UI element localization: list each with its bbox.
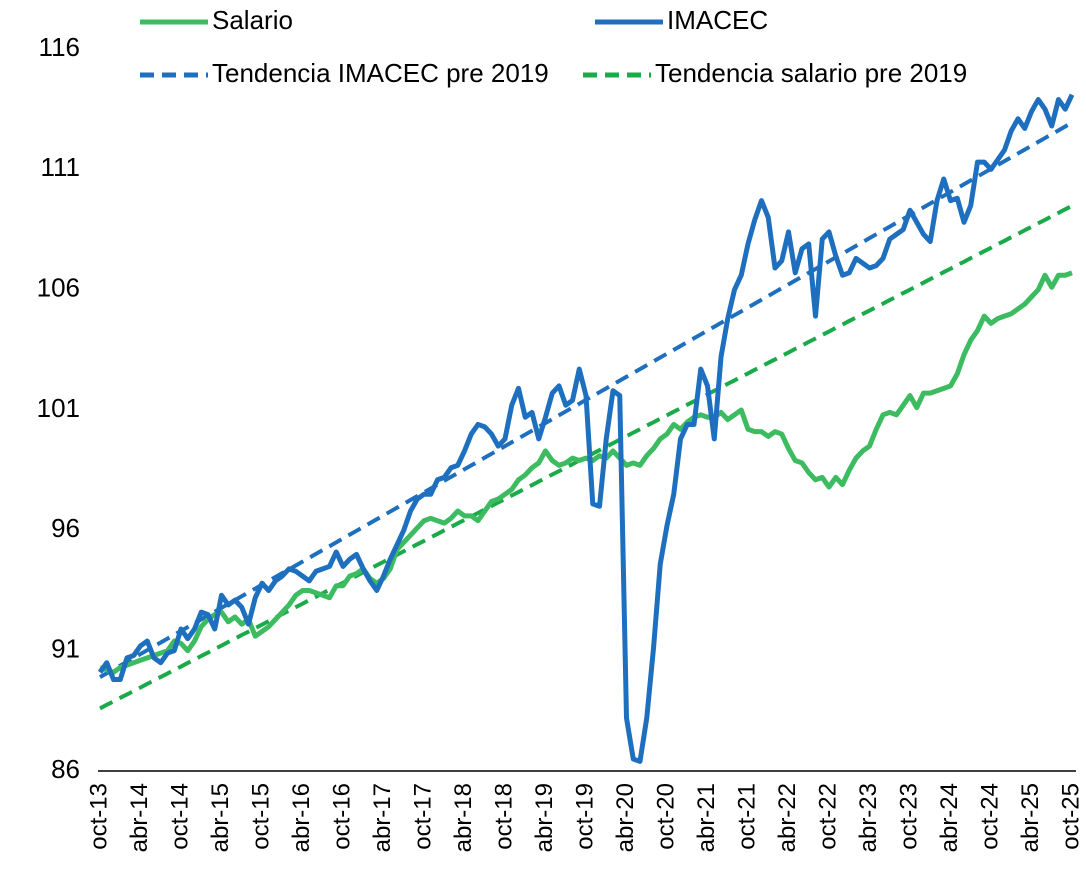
x-tick-label: oct-25 (1057, 783, 1084, 850)
x-tick-label: abr-18 (450, 783, 477, 852)
y-tick-label: 106 (37, 273, 80, 303)
legend-label: Salario (212, 5, 293, 35)
series-line (99, 204, 1073, 711)
legend-label: Tendencia IMACEC pre 2019 (212, 58, 549, 88)
x-tick-label: abr-20 (612, 783, 639, 852)
y-tick-label: 101 (37, 393, 80, 423)
x-tick-label: abr-17 (369, 783, 396, 852)
x-tick-label: abr-25 (1017, 783, 1044, 852)
x-tick-label: abr-14 (126, 783, 153, 852)
legend-label: Tendencia salario pre 2019 (655, 58, 967, 88)
y-tick-label: 111 (40, 152, 80, 182)
x-tick-label: abr-24 (936, 783, 963, 852)
y-tick-label: 96 (51, 513, 80, 543)
x-tick-label: oct-14 (166, 783, 193, 850)
x-tick-label: oct-21 (733, 783, 760, 850)
series-line (97, 93, 1075, 764)
legend-label: IMACEC (667, 5, 768, 35)
x-tick-label: oct-24 (976, 783, 1003, 850)
series-line (99, 270, 1073, 675)
x-tick-label: oct-22 (814, 783, 841, 850)
x-tick-label: abr-15 (207, 783, 234, 852)
x-tick-label: oct-20 (652, 783, 679, 850)
x-tick-label: abr-23 (855, 783, 882, 852)
x-tick-label: abr-19 (531, 783, 558, 852)
x-tick-label: oct-23 (895, 783, 922, 850)
y-tick-label: 86 (51, 754, 80, 784)
x-tick-label: oct-19 (571, 783, 598, 850)
y-tick-label: 91 (51, 634, 80, 664)
x-tick-label: oct-18 (490, 783, 517, 850)
x-tick-label: abr-16 (288, 783, 315, 852)
x-tick-label: oct-16 (328, 783, 355, 850)
y-tick-label: 116 (39, 32, 80, 62)
x-tick-label: oct-15 (247, 783, 274, 850)
x-tick-label: oct-13 (85, 783, 112, 850)
x-tick-label: abr-21 (693, 783, 720, 852)
x-tick-label: abr-22 (774, 783, 801, 852)
x-tick-label: oct-17 (409, 783, 436, 850)
